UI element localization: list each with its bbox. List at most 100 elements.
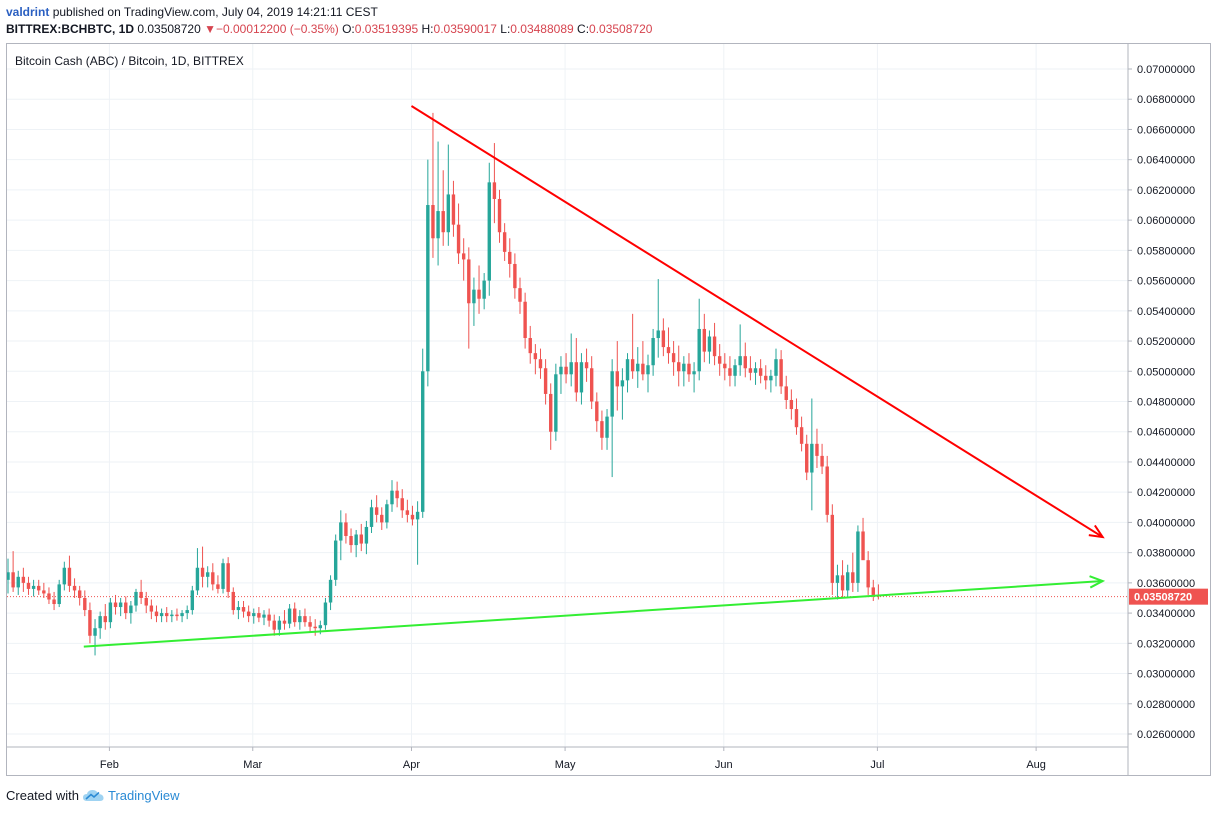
candle (113, 594, 118, 615)
candle (415, 501, 420, 565)
y-tick-label: 0.03000000 (1137, 669, 1195, 681)
candle (513, 253, 517, 299)
candle-body (426, 205, 430, 372)
candle (72, 578, 77, 598)
tradingview-brand: TradingView (107, 788, 180, 803)
candle-body (231, 591, 235, 611)
candle (390, 480, 394, 512)
candle (687, 353, 691, 382)
candle (758, 359, 763, 384)
candle (257, 607, 261, 623)
close-value: 0.03508720 (589, 22, 653, 36)
candle-body (579, 362, 584, 393)
price-axis[interactable]: 0.07000000 0.06800000 0.06600000 0.06400000… (1128, 64, 1208, 741)
candle-body (221, 563, 225, 589)
candle (139, 579, 143, 605)
resistance-line[interactable] (410, 105, 1104, 538)
candle (159, 608, 164, 623)
candle-body (477, 289, 481, 299)
candle-body (620, 380, 625, 387)
candle-body (497, 198, 502, 233)
candle (815, 428, 819, 468)
candle (620, 368, 625, 420)
candle (77, 585, 82, 606)
candle-body (134, 591, 138, 606)
candle-body (77, 590, 82, 598)
candle (134, 588, 138, 612)
candle (226, 557, 230, 598)
candle (380, 507, 384, 530)
price-chart[interactable]: 0.07000000 0.06800000 0.06600000 0.06400000… (6, 44, 1210, 775)
candle-body (523, 301, 527, 339)
chart-title: Bitcoin Cash (ABC) / Bitcoin, 1D, BITTRE… (15, 54, 244, 68)
candle (615, 341, 619, 411)
candle (185, 605, 189, 620)
candle-body (72, 585, 77, 591)
candle-body (677, 362, 681, 372)
candle (26, 576, 31, 595)
candle-body (93, 628, 97, 636)
y-tick-label: 0.02600000 (1137, 729, 1195, 741)
candle-body (436, 211, 440, 239)
candle (287, 604, 292, 629)
candle (31, 579, 36, 597)
y-tick-label: 0.04000000 (1137, 517, 1195, 529)
candle-body (272, 620, 276, 630)
y-tick-label: 0.05600000 (1137, 276, 1195, 288)
candle (88, 602, 92, 644)
candle (671, 341, 676, 376)
high-value: 0.03590017 (433, 22, 497, 36)
candle-body (830, 514, 835, 583)
candle (569, 333, 573, 387)
candle (820, 443, 824, 475)
support-trendline[interactable] (83, 575, 1106, 648)
price-change: −0.00012200 (−0.35%) (215, 22, 339, 36)
support-line[interactable] (83, 580, 1103, 648)
candle-body (574, 362, 579, 393)
candle-body (298, 616, 302, 623)
candle-body (441, 211, 445, 233)
candle-body (615, 371, 619, 387)
candle (385, 499, 389, 529)
candle (200, 546, 205, 588)
candle (282, 610, 287, 630)
chart-frame[interactable]: 0.07000000 0.06800000 0.06600000 0.06400000… (6, 43, 1211, 776)
candle-body (190, 590, 195, 611)
candle-body (369, 507, 374, 527)
y-tick-label: 0.06600000 (1137, 124, 1195, 136)
candle-body (62, 567, 67, 585)
candle-body (226, 563, 230, 592)
candle (211, 563, 215, 591)
candle (651, 328, 655, 376)
candle (461, 238, 466, 281)
candle (589, 356, 594, 410)
candle-body (216, 584, 220, 589)
candle (262, 610, 266, 626)
candle (359, 523, 363, 552)
tradingview-cloud-icon (82, 790, 104, 801)
candle-body (364, 526, 369, 544)
resistance-trendline[interactable] (410, 105, 1105, 539)
candle (421, 348, 425, 518)
author-name[interactable]: valdrint (6, 5, 50, 19)
candle (779, 350, 783, 394)
y-tick-label: 0.05400000 (1137, 306, 1195, 318)
candle-body (799, 427, 804, 444)
candle (574, 338, 579, 402)
x-tick-label: May (555, 759, 576, 771)
candle-body (518, 288, 522, 302)
tradingview-link[interactable]: TradingView (82, 788, 180, 803)
candle-body (149, 605, 154, 612)
candle (743, 342, 747, 378)
candle (810, 398, 814, 511)
x-tick-label: Apr (403, 759, 420, 771)
candle (646, 354, 650, 393)
candle-body (205, 572, 210, 577)
candle-body (774, 359, 778, 376)
candle-body (753, 368, 758, 373)
candle (446, 144, 451, 246)
time-axis[interactable]: Feb Mar Apr May Jun Jul Aug (100, 747, 1046, 771)
candle (354, 529, 358, 558)
low-value: 0.03488089 (510, 22, 574, 36)
y-tick-label: 0.05000000 (1137, 366, 1195, 378)
